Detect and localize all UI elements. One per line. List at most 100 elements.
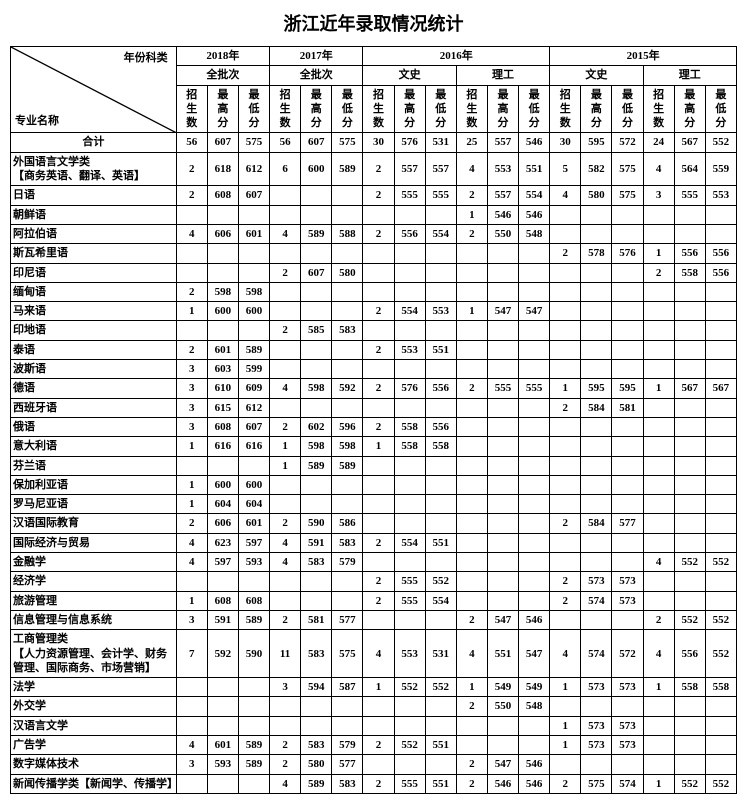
data-cell [674, 340, 705, 359]
data-cell: 2 [363, 572, 394, 591]
data-cell: 3 [176, 755, 207, 774]
data-cell [550, 321, 581, 340]
data-cell: 607 [238, 417, 269, 436]
total-cell: 575 [332, 133, 363, 152]
data-cell [394, 716, 425, 735]
data-cell: 3 [176, 417, 207, 436]
data-cell [301, 302, 332, 321]
data-cell [550, 224, 581, 243]
data-cell [519, 417, 550, 436]
data-cell [705, 224, 736, 243]
data-cell [705, 755, 736, 774]
data-cell [674, 282, 705, 301]
data-cell [270, 340, 301, 359]
data-cell: 1 [456, 678, 487, 697]
data-cell [519, 282, 550, 301]
data-cell: 2 [550, 774, 581, 793]
data-cell: 552 [674, 610, 705, 629]
data-cell: 4 [176, 533, 207, 552]
data-cell: 575 [612, 152, 643, 186]
data-cell: 4 [643, 152, 674, 186]
data-cell: 2 [270, 263, 301, 282]
data-cell [581, 533, 612, 552]
sub-header-cell: 招生数 [456, 85, 487, 133]
data-cell [519, 572, 550, 591]
data-cell [550, 533, 581, 552]
data-cell: 553 [425, 302, 456, 321]
data-cell: 554 [425, 224, 456, 243]
data-cell [705, 716, 736, 735]
data-cell: 589 [238, 755, 269, 774]
data-cell [207, 697, 238, 716]
data-cell [456, 553, 487, 572]
data-cell [519, 475, 550, 494]
data-cell [176, 572, 207, 591]
total-cell: 531 [425, 133, 456, 152]
data-cell [550, 437, 581, 456]
data-cell: 555 [394, 572, 425, 591]
data-cell [238, 678, 269, 697]
data-cell: 3 [176, 398, 207, 417]
data-cell: 595 [612, 379, 643, 398]
data-cell [270, 572, 301, 591]
data-cell [456, 735, 487, 754]
data-cell [425, 360, 456, 379]
data-cell: 585 [301, 321, 332, 340]
data-cell: 1 [643, 774, 674, 793]
data-cell [550, 417, 581, 436]
major-name-cell: 旅游管理 [11, 591, 177, 610]
data-cell: 600 [207, 302, 238, 321]
data-cell: 600 [238, 475, 269, 494]
data-cell: 581 [301, 610, 332, 629]
data-cell: 577 [332, 610, 363, 629]
data-cell [643, 591, 674, 610]
data-cell [238, 774, 269, 793]
data-cell [550, 263, 581, 282]
data-cell [456, 263, 487, 282]
data-cell: 576 [612, 244, 643, 263]
data-cell [705, 282, 736, 301]
data-cell [581, 755, 612, 774]
data-cell [363, 456, 394, 475]
data-cell [487, 475, 518, 494]
data-cell: 1 [456, 205, 487, 224]
major-name-cell: 朝鲜语 [11, 205, 177, 224]
data-cell [643, 495, 674, 514]
data-cell [487, 716, 518, 735]
data-cell: 7 [176, 630, 207, 678]
total-cell: 56 [270, 133, 301, 152]
data-cell: 2 [270, 735, 301, 754]
data-cell [332, 591, 363, 610]
data-cell: 1 [363, 678, 394, 697]
data-cell: 556 [394, 224, 425, 243]
data-cell [332, 302, 363, 321]
data-cell: 601 [207, 340, 238, 359]
data-cell: 573 [612, 678, 643, 697]
data-cell [270, 475, 301, 494]
major-name-cell: 国际经济与贸易 [11, 533, 177, 552]
data-cell: 2 [270, 755, 301, 774]
data-cell [301, 186, 332, 205]
data-cell [674, 417, 705, 436]
data-cell: 577 [612, 514, 643, 533]
data-cell: 558 [674, 678, 705, 697]
data-cell [270, 495, 301, 514]
data-cell [705, 475, 736, 494]
data-cell: 552 [705, 630, 736, 678]
data-cell [363, 553, 394, 572]
data-cell [176, 263, 207, 282]
data-cell: 2 [270, 514, 301, 533]
data-cell [301, 340, 332, 359]
sub-header-cell: 最高分 [487, 85, 518, 133]
sub-header-cell: 最低分 [425, 85, 456, 133]
data-cell [674, 514, 705, 533]
total-label: 合计 [11, 133, 177, 152]
data-cell: 556 [425, 379, 456, 398]
data-cell [705, 205, 736, 224]
data-cell [394, 282, 425, 301]
major-name-cell: 广告学 [11, 735, 177, 754]
data-cell: 573 [581, 735, 612, 754]
data-cell [705, 533, 736, 552]
data-cell [332, 716, 363, 735]
data-cell [550, 456, 581, 475]
